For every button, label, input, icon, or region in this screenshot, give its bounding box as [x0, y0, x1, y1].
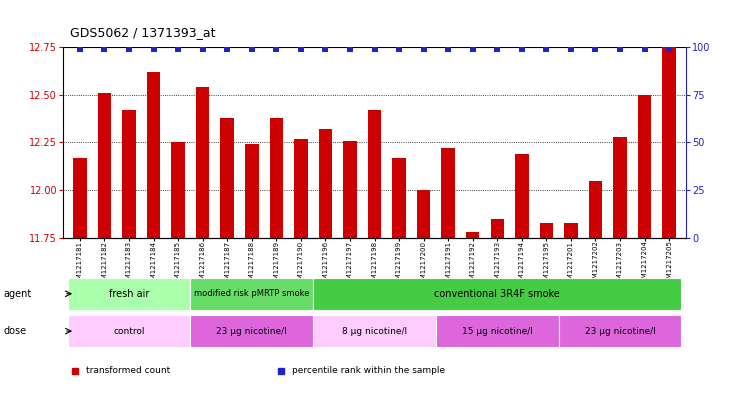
Point — [516, 46, 528, 52]
Text: control: control — [113, 327, 145, 336]
Bar — [123, 110, 136, 238]
Bar — [190, 315, 313, 347]
Point — [467, 46, 479, 52]
Bar — [436, 315, 559, 347]
Bar — [97, 93, 111, 238]
Bar — [368, 110, 382, 238]
Text: fresh air: fresh air — [108, 289, 149, 299]
Point — [614, 46, 626, 52]
Bar — [466, 232, 480, 238]
Bar — [313, 278, 681, 310]
Point — [565, 46, 577, 52]
Bar — [171, 142, 185, 238]
Bar — [147, 72, 160, 238]
Point — [492, 46, 503, 52]
Bar — [589, 180, 602, 238]
Bar — [663, 47, 676, 238]
Bar — [491, 219, 504, 238]
Point — [221, 46, 233, 52]
Text: conventional 3R4F smoke: conventional 3R4F smoke — [435, 289, 560, 299]
Bar — [539, 222, 554, 238]
Point — [123, 46, 135, 52]
Point — [590, 46, 601, 52]
Point — [540, 46, 552, 52]
Bar — [343, 141, 356, 238]
Point — [368, 46, 381, 52]
Point — [197, 46, 209, 52]
Point — [148, 46, 159, 52]
Point — [270, 46, 282, 52]
Text: GDS5062 / 1371393_at: GDS5062 / 1371393_at — [70, 26, 215, 39]
Point — [172, 46, 184, 52]
Bar — [313, 315, 436, 347]
Bar — [613, 137, 627, 238]
Bar — [294, 139, 308, 238]
Point — [442, 46, 454, 52]
Bar — [68, 315, 190, 347]
Text: percentile rank within the sample: percentile rank within the sample — [292, 366, 445, 375]
Point — [663, 46, 675, 52]
Bar — [319, 129, 332, 238]
Bar — [73, 158, 86, 238]
Bar — [196, 87, 210, 238]
Bar — [245, 144, 258, 238]
Point — [295, 46, 307, 52]
Point — [393, 46, 405, 52]
Bar — [68, 278, 190, 310]
Point — [418, 46, 430, 52]
Text: modified risk pMRTP smoke: modified risk pMRTP smoke — [194, 289, 309, 298]
Bar — [515, 154, 528, 238]
Bar — [269, 118, 283, 238]
Text: 8 μg nicotine/l: 8 μg nicotine/l — [342, 327, 407, 336]
Bar — [393, 158, 406, 238]
Text: 23 μg nicotine/l: 23 μg nicotine/l — [216, 327, 287, 336]
Bar — [441, 148, 455, 238]
Bar — [221, 118, 234, 238]
Bar — [417, 190, 430, 238]
Bar — [559, 315, 681, 347]
Point — [320, 46, 331, 52]
Text: transformed count: transformed count — [86, 366, 170, 375]
Text: 15 μg nicotine/l: 15 μg nicotine/l — [462, 327, 533, 336]
Point — [344, 46, 356, 52]
Text: agent: agent — [4, 289, 32, 299]
Text: 23 μg nicotine/l: 23 μg nicotine/l — [584, 327, 655, 336]
Text: dose: dose — [4, 326, 27, 336]
Bar — [638, 95, 652, 238]
Point — [246, 46, 258, 52]
Point — [638, 46, 650, 52]
Point — [99, 46, 111, 52]
Bar — [564, 222, 578, 238]
Bar — [190, 278, 313, 310]
Point — [74, 46, 86, 52]
